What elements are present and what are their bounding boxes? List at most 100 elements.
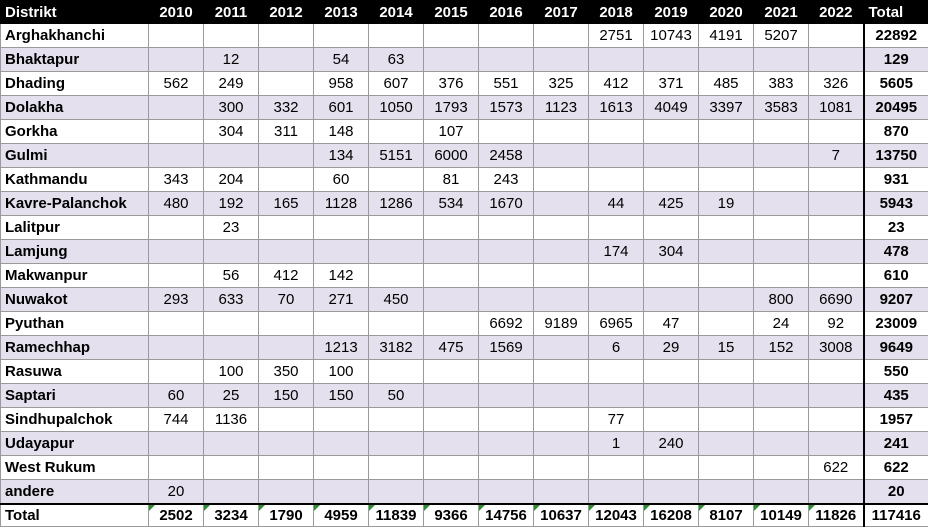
value-cell: 4049 xyxy=(643,95,699,120)
value-cell xyxy=(478,119,534,144)
value-cell: 60 xyxy=(148,383,204,408)
table-row: Dolakha 300 332 601 1050 1793 1573 1123 1613 4049… xyxy=(0,95,928,120)
value-cell: 134 xyxy=(313,143,369,168)
row-total-cell: 870 xyxy=(862,119,928,144)
table-row: Dhading 562 249 958 607 376 551 325 412 371 485 383… xyxy=(0,71,928,96)
column-header-year: 2014 xyxy=(368,0,424,24)
value-cell xyxy=(478,287,534,312)
value-cell xyxy=(368,479,424,504)
value-cell xyxy=(753,167,809,192)
value-cell: 44 xyxy=(588,191,644,216)
value-cell xyxy=(753,383,809,408)
value-cell xyxy=(588,143,644,168)
value-cell xyxy=(808,383,864,408)
value-cell: 148 xyxy=(313,119,369,144)
table-row: Udayapur 1 240 241 xyxy=(0,431,928,456)
district-name-cell: Makwanpur xyxy=(0,263,149,288)
value-cell xyxy=(643,287,699,312)
value-cell: 475 xyxy=(423,335,479,360)
row-total-cell: 20 xyxy=(862,479,928,504)
value-cell: 20 xyxy=(148,479,204,504)
value-cell xyxy=(148,359,204,384)
value-cell: 107 xyxy=(423,119,479,144)
value-cell: 56 xyxy=(203,263,259,288)
value-cell xyxy=(698,287,754,312)
value-cell xyxy=(203,23,259,48)
value-cell: 1213 xyxy=(313,335,369,360)
district-name-cell: Kavre-Palanchok xyxy=(0,191,149,216)
value-cell xyxy=(313,479,369,504)
value-cell: 70 xyxy=(258,287,314,312)
footer-year-total-cell: 9366 xyxy=(423,502,479,527)
row-total-cell: 20495 xyxy=(862,95,928,120)
district-name-cell: Bhaktapur xyxy=(0,47,149,72)
value-cell: 425 xyxy=(643,191,699,216)
value-cell xyxy=(368,311,424,336)
value-cell: 601 xyxy=(313,95,369,120)
value-cell: 3397 xyxy=(698,95,754,120)
value-cell: 480 xyxy=(148,191,204,216)
district-name-cell: Arghakhanchi xyxy=(0,23,149,48)
value-cell xyxy=(698,407,754,432)
district-name-cell: Saptari xyxy=(0,383,149,408)
value-cell xyxy=(533,47,589,72)
value-cell: 152 xyxy=(753,335,809,360)
table-row: Arghakhanchi 2751 10743 4191 5207 22892 xyxy=(0,23,928,48)
row-total-cell: 622 xyxy=(862,455,928,480)
value-cell: 92 xyxy=(808,311,864,336)
value-cell: 5207 xyxy=(753,23,809,48)
value-cell xyxy=(533,335,589,360)
district-name-cell: Lalitpur xyxy=(0,215,149,240)
footer-year-total-cell: 10149 xyxy=(753,502,809,527)
table-row: West Rukum 622 622 xyxy=(0,455,928,480)
value-cell xyxy=(588,479,644,504)
value-cell xyxy=(258,431,314,456)
value-cell: 3008 xyxy=(808,335,864,360)
value-cell xyxy=(203,455,259,480)
table-body: Arghakhanchi 2751 10743 4191 5207 22892 Bhakta… xyxy=(0,23,928,504)
value-cell: 6965 xyxy=(588,311,644,336)
value-cell: 2458 xyxy=(478,143,534,168)
value-cell xyxy=(258,239,314,264)
value-cell: 142 xyxy=(313,263,369,288)
value-cell xyxy=(643,143,699,168)
table-row: Ramechhap 1213 3182 475 1569 6 29 15 152 3008 9649 xyxy=(0,335,928,360)
value-cell xyxy=(753,215,809,240)
value-cell xyxy=(588,119,644,144)
value-cell: 412 xyxy=(258,263,314,288)
value-cell: 1050 xyxy=(368,95,424,120)
footer-total-label: Total xyxy=(0,502,149,527)
table-row: andere 20 20 xyxy=(0,479,928,504)
district-name-cell: Gulmi xyxy=(0,143,149,168)
value-cell: 304 xyxy=(203,119,259,144)
value-cell xyxy=(313,431,369,456)
value-cell xyxy=(478,455,534,480)
value-cell: 7 xyxy=(808,143,864,168)
value-cell xyxy=(698,479,754,504)
value-cell xyxy=(423,479,479,504)
value-cell xyxy=(423,287,479,312)
value-cell: 300 xyxy=(203,95,259,120)
column-header-year: 2015 xyxy=(423,0,479,24)
value-cell xyxy=(643,455,699,480)
value-cell: 383 xyxy=(753,71,809,96)
value-cell xyxy=(423,383,479,408)
column-header-year: 2021 xyxy=(753,0,809,24)
value-cell: 1081 xyxy=(808,95,864,120)
column-header-year: 2019 xyxy=(643,0,699,24)
column-header-district: Distrikt xyxy=(0,0,149,24)
value-cell xyxy=(148,143,204,168)
value-cell xyxy=(148,23,204,48)
value-cell xyxy=(643,407,699,432)
value-cell xyxy=(423,311,479,336)
value-cell xyxy=(478,263,534,288)
value-cell xyxy=(808,167,864,192)
value-cell xyxy=(478,47,534,72)
value-cell xyxy=(698,455,754,480)
value-cell xyxy=(643,215,699,240)
value-cell xyxy=(808,119,864,144)
value-cell xyxy=(148,455,204,480)
value-cell: 271 xyxy=(313,287,369,312)
value-cell xyxy=(478,215,534,240)
